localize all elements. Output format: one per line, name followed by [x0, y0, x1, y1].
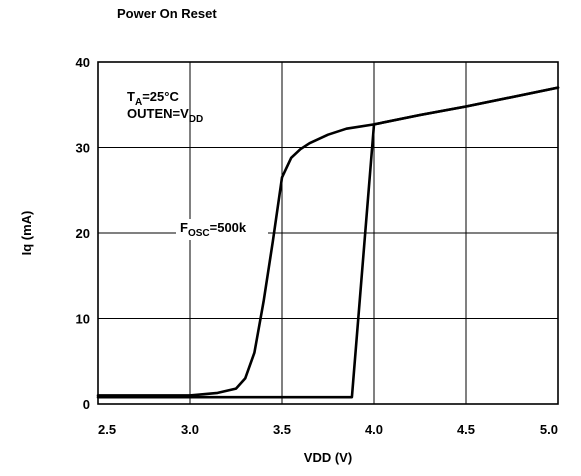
x-tick-label: 4.5 [457, 422, 475, 437]
outen-sub: DD [189, 114, 203, 125]
y-tick-labels: 0 10 20 30 40 [76, 55, 90, 412]
x-axis-label: VDD (V) [304, 450, 352, 465]
series-lines [96, 86, 560, 399]
y-axis-label: Iq (mA) [19, 211, 34, 256]
y-tick-label: 10 [76, 312, 90, 327]
y-tick-label: 0 [83, 397, 90, 412]
x-tick-label: 3.0 [181, 422, 199, 437]
ta-main: T [127, 89, 135, 104]
y-tick-label: 40 [76, 55, 90, 70]
ta-rest: =25°C [142, 89, 179, 104]
fosc-rest: =500k [210, 220, 247, 235]
outen-annotation: OUTEN=VDD [127, 106, 203, 125]
fosc-label-background [176, 219, 268, 240]
x-tick-label: 4.0 [365, 422, 383, 437]
x-tick-label: 5.0 [540, 422, 558, 437]
x-tick-label: 3.5 [273, 422, 291, 437]
y-tick-label: 20 [76, 226, 90, 241]
ta-sub: A [135, 97, 142, 108]
grid-lines [98, 62, 558, 404]
power-up-curve [96, 86, 560, 397]
ambient-temperature-annotation: TA=25°C [127, 89, 179, 108]
fosc-sub: OSC [188, 228, 210, 239]
fosc-main: F [180, 220, 188, 235]
x-tick-label: 2.5 [98, 422, 116, 437]
x-tick-labels: 2.5 3.0 3.5 4.0 4.5 5.0 [98, 422, 558, 437]
plot-frame [97, 61, 559, 405]
outen-main: OUTEN=V [127, 106, 189, 121]
oscillator-frequency-annotation: FOSC=500k [180, 220, 247, 239]
reset-step-curve [96, 86, 560, 399]
y-tick-label: 30 [76, 141, 90, 156]
chart-title: Power On Reset [117, 6, 217, 21]
